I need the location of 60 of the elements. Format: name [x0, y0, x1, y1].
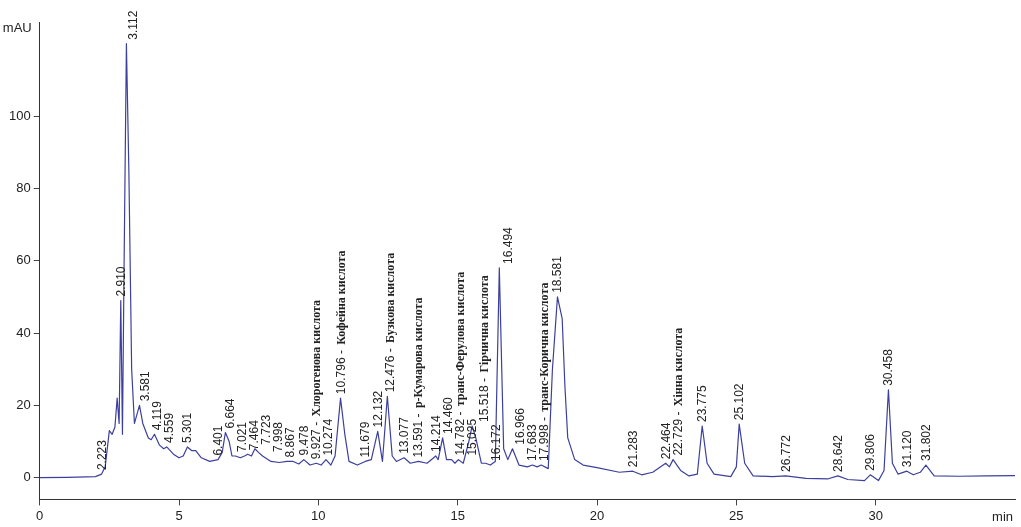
annotation: 13.591 - p-Кумарова кислота — [411, 297, 426, 458]
annotation: 10.796 - Кофейна кислота — [333, 250, 348, 395]
annotation: 7.021 — [235, 421, 250, 452]
annotation: 12.476 - Бузкова кислота — [382, 252, 397, 393]
x-tick-label: 25 — [729, 507, 744, 523]
x-tick-label: 10 — [311, 507, 326, 523]
annotation: 4.559 — [161, 412, 176, 443]
x-axis-title: min — [992, 509, 1013, 525]
y-tick-label: 60 — [16, 252, 31, 268]
annotation: 26.772 — [778, 434, 793, 472]
y-tick-label: 80 — [16, 179, 31, 195]
annotation: 16.966 — [512, 407, 527, 445]
annotation: 22.464 — [658, 422, 673, 460]
annotation: 7.998 — [271, 421, 286, 452]
y-tick-label: 20 — [16, 396, 31, 412]
x-tick-label: 0 — [36, 507, 44, 523]
annotation: 15.518 - Гірчична кислота — [476, 275, 491, 422]
annotation: 7.723 — [259, 414, 274, 445]
x-tick-label: 20 — [589, 507, 605, 523]
annotation: 23.775 — [695, 384, 710, 422]
annotation: 22.729 - Хінна кислота — [670, 327, 685, 456]
annotation: 2.910 — [113, 266, 128, 297]
annotation: 16.494 — [500, 226, 515, 264]
annotation: 11.679 — [358, 421, 373, 458]
y-axis-title: mAU — [2, 20, 32, 35]
annotation: 31.802 — [918, 424, 933, 462]
annotation: 30.458 — [881, 348, 896, 386]
annotation: 21.283 — [625, 430, 640, 468]
annotation: 10.274 — [321, 418, 336, 456]
x-tick-label: 5 — [175, 507, 183, 523]
annotation: 15.025 — [464, 418, 479, 456]
annotation: 31.120 — [899, 430, 914, 468]
annotation: 4.119 — [149, 400, 164, 431]
y-tick-label: 0 — [23, 469, 31, 485]
annotation: 17.683 — [525, 424, 540, 462]
y-tick-label: 100 — [8, 107, 31, 123]
annotation: 14.214 — [428, 414, 443, 452]
annotation: 9.927 - Хлорогенова кислота — [309, 299, 324, 460]
annotation: 2.223 — [94, 439, 109, 471]
annotation: 6.664 — [223, 398, 238, 429]
annotation: 14.782 - транс-Ферулова кислота — [452, 271, 467, 456]
annotation: 3.112 — [125, 10, 140, 40]
annotation: 25.102 — [732, 383, 747, 421]
annotation: 17.998 - транс-Корична кислота — [537, 282, 552, 462]
x-tick-label: 30 — [868, 507, 883, 523]
y-tick-label: 40 — [16, 324, 31, 340]
annotation: 8.867 — [283, 427, 298, 458]
annotation: 7.464 — [247, 419, 262, 451]
annotation: 16.172 — [488, 424, 503, 462]
annotation: 18.581 — [550, 255, 565, 293]
annotation: 28.642 — [830, 434, 845, 472]
annotation: 12.132 — [370, 390, 385, 428]
x-tick-label: 15 — [450, 507, 465, 523]
annotation: 14.460 — [440, 396, 455, 434]
annotation: 6.401 — [211, 425, 226, 456]
annotation: 3.581 — [137, 371, 152, 402]
annotation: 29.806 — [863, 433, 878, 471]
annotation: 13.077 — [397, 416, 412, 454]
annotation: 9.478 — [296, 425, 311, 456]
annotation: 5.301 — [180, 412, 195, 443]
